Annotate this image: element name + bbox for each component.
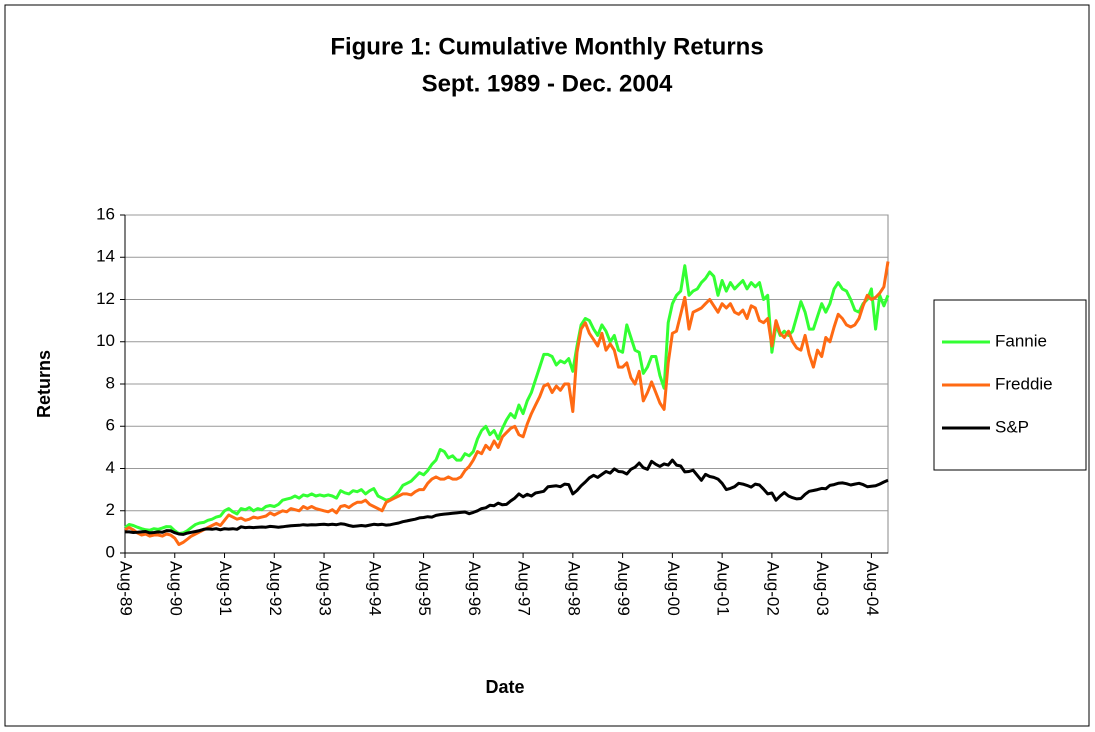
x-tick-label: Aug-92: [266, 561, 285, 616]
x-tick-label: Aug-99: [614, 561, 633, 616]
y-tick-label: 12: [96, 289, 115, 308]
legend-label: S&P: [995, 417, 1029, 436]
x-tick-label: Aug-94: [365, 561, 384, 616]
y-axis-label: Returns: [34, 350, 54, 418]
x-tick-label: Aug-90: [166, 561, 185, 616]
y-tick-label: 16: [96, 204, 115, 223]
series-line: [124, 264, 890, 536]
legend-label: Freddie: [995, 374, 1053, 393]
x-tick-label: Aug-97: [515, 561, 534, 616]
x-tick-label: Aug-04: [863, 561, 882, 616]
legend-label: Fannie: [995, 331, 1047, 350]
y-tick-label: 10: [96, 331, 115, 350]
x-tick-label: Aug-93: [316, 561, 335, 616]
y-tick-label: 4: [106, 458, 115, 477]
chart-subtitle: Sept. 1989 - Dec. 2004: [422, 70, 673, 97]
y-tick-label: 8: [106, 373, 115, 392]
x-tick-label: Aug-89: [117, 561, 136, 616]
y-tick-label: 6: [106, 416, 115, 435]
series-line: [125, 458, 889, 536]
x-tick-label: Aug-91: [216, 561, 235, 616]
y-tick-label: 14: [96, 247, 115, 266]
x-tick-label: Aug-95: [415, 561, 434, 616]
x-axis-label: Date: [485, 677, 524, 697]
chart-title: Figure 1: Cumulative Monthly Returns: [330, 33, 763, 60]
series-line: [124, 261, 890, 546]
x-tick-label: Aug-01: [714, 561, 733, 616]
y-tick-label: 2: [106, 500, 115, 519]
x-tick-label: Aug-96: [465, 561, 484, 616]
x-tick-label: Aug-98: [564, 561, 583, 616]
x-tick-label: Aug-00: [664, 561, 683, 616]
x-tick-label: Aug-03: [813, 561, 832, 616]
y-tick-label: 0: [106, 542, 115, 561]
x-tick-label: Aug-02: [763, 561, 782, 616]
